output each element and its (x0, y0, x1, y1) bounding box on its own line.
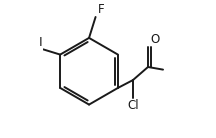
Text: Cl: Cl (127, 99, 139, 112)
Text: I: I (38, 36, 42, 49)
Text: O: O (151, 33, 160, 46)
Text: F: F (98, 3, 104, 16)
